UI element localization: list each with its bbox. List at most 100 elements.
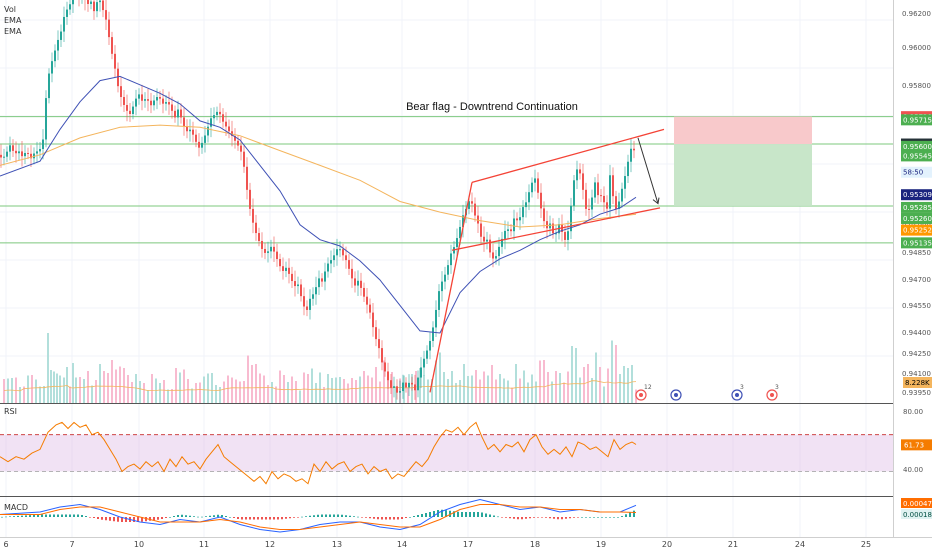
macd-histogram-bar (221, 515, 223, 517)
rsi-pane[interactable]: RSI (0, 403, 932, 485)
candle-body (222, 114, 224, 122)
macd-signal-line (0, 504, 637, 530)
volume-bar (487, 375, 489, 403)
candle-body (540, 192, 542, 209)
macd-histogram-bar (469, 512, 471, 517)
candle-body (132, 106, 134, 115)
position-box[interactable] (674, 116, 812, 206)
candle-body (39, 149, 41, 152)
macd-histogram-bar (501, 517, 503, 518)
candle-body (369, 304, 371, 313)
candle-body (345, 255, 347, 261)
candle-body (567, 231, 569, 240)
candle-body (207, 126, 209, 136)
time-tick-label: 13 (332, 540, 342, 549)
candle-body (621, 188, 623, 202)
macd-histogram-bar (73, 514, 75, 517)
price-tick-label: 0.95800 (902, 82, 931, 90)
event-markers[interactable]: 12 3 3 (635, 384, 779, 401)
bear-flag-drawing[interactable] (429, 128, 665, 393)
price-tick-label: 0.94250 (902, 350, 931, 358)
macd-histogram-bar (65, 514, 67, 517)
candle-body (54, 50, 56, 62)
macd-histogram-bar (117, 517, 119, 522)
volume-bar (507, 380, 509, 403)
candle-body (255, 222, 257, 234)
candle-body (573, 180, 575, 206)
macd-histogram-bar (441, 509, 443, 517)
macd-histogram-bar (305, 516, 307, 517)
macd-histogram-bar (309, 515, 311, 517)
macd-value-tag-1: 0.00047 (901, 498, 932, 508)
macd-histogram-bar (577, 517, 579, 518)
macd-histogram-bar (21, 515, 23, 517)
candle-body (30, 153, 32, 159)
candle-body (531, 182, 533, 193)
price-tag-label: 0.95252 (903, 227, 932, 235)
volume-bar (531, 374, 533, 403)
macd-histogram-bar (517, 517, 519, 520)
candle-body (420, 367, 422, 378)
volume-bar (123, 368, 125, 403)
volume-bar (591, 378, 593, 403)
macd-histogram-bar (77, 514, 79, 517)
candle-body (120, 86, 122, 98)
volume-bar (295, 381, 297, 403)
rsi-indicator-label[interactable]: RSI (4, 407, 17, 416)
macd-histogram-bar (13, 516, 15, 517)
volume-bar (463, 364, 465, 403)
price-tag: 0.95135 (901, 237, 932, 249)
candle-body (471, 201, 473, 204)
macd-pane[interactable]: MACD (0, 496, 932, 533)
candle-body (153, 100, 155, 106)
candle-body (627, 161, 629, 177)
volume-bar (7, 378, 9, 403)
macd-histogram-bar (373, 517, 375, 519)
candle-body (543, 208, 545, 222)
volume-bar (103, 371, 105, 403)
price-pane[interactable]: Bear flag - Downtrend Continuation 12 3 3 (0, 0, 893, 404)
macd-histogram-bar (137, 517, 139, 522)
ema-indicator-label-1[interactable]: EMA (4, 16, 22, 25)
volume-bar (319, 372, 321, 403)
volume-bar (355, 380, 357, 403)
volume-bar (175, 368, 177, 403)
candle-body (450, 253, 452, 266)
time-tick-label: 6 (3, 540, 8, 549)
candle-body (234, 136, 236, 141)
candle-body (87, 0, 89, 4)
candle-body (318, 278, 320, 288)
macd-histogram-bar (61, 514, 63, 517)
volume-bar (107, 373, 109, 403)
candle-body (390, 380, 392, 388)
time-tick-label: 10 (134, 540, 144, 549)
bear-flag-annotation[interactable]: Bear flag - Downtrend Continuation (406, 101, 578, 113)
candle-body (525, 202, 527, 208)
volume-bar (263, 375, 265, 403)
macd-histogram-bar (629, 512, 631, 517)
candle-body (57, 39, 59, 51)
volume-bar (523, 370, 525, 403)
price-tag-label: 0.95600 (903, 143, 932, 151)
time-tick-label: 12 (265, 540, 275, 549)
candle-body (99, 0, 101, 3)
stop-loss-zone (674, 116, 812, 145)
candle-body (0, 154, 2, 158)
macd-histogram-bar (245, 517, 247, 520)
macd-histogram-bar (477, 512, 479, 517)
price-axis[interactable]: 0.962000.960000.958000.950000.948500.947… (893, 0, 932, 538)
volume-bar (515, 364, 517, 403)
volume-bar (447, 379, 449, 403)
volume-indicator-label[interactable]: Vol (4, 5, 16, 14)
candle-body (570, 205, 572, 232)
candle-body (198, 141, 200, 148)
time-axis[interactable]: 6 7 10 11 12 13 14 17 18 19 20 21 24 25 (0, 537, 932, 550)
macd-indicator-label[interactable]: MACD (4, 503, 28, 512)
macd-histogram-bar (533, 517, 535, 518)
ema-indicator-label-2[interactable]: EMA (4, 27, 22, 36)
candle-body (513, 218, 515, 232)
time-tick-label: 7 (69, 540, 74, 549)
volume-bar (131, 382, 133, 403)
volume-bar (3, 379, 5, 403)
